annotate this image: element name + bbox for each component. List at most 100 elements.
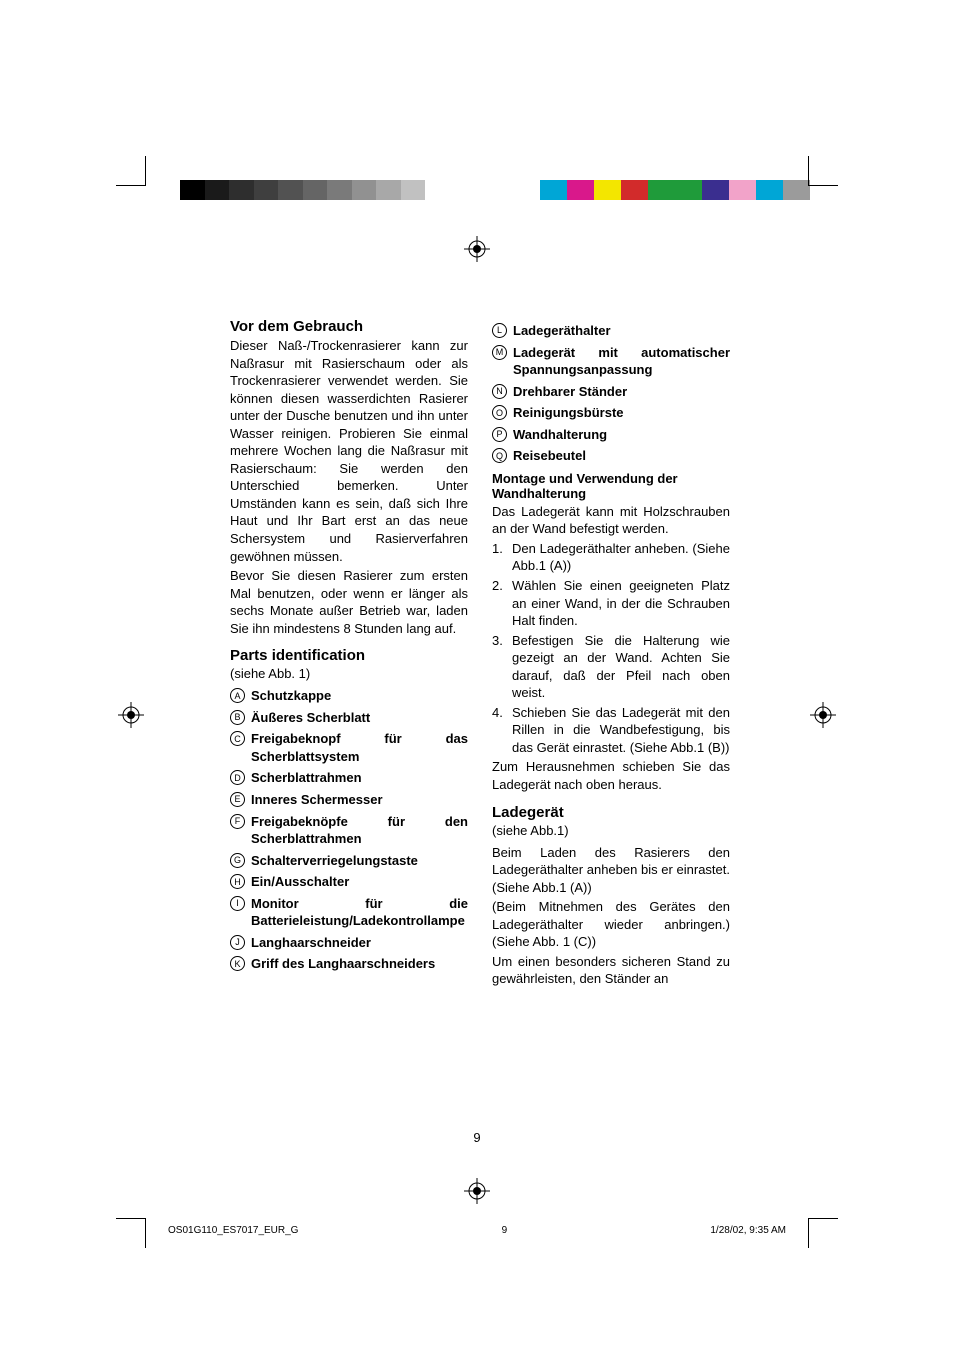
step-item: 3.Befestigen Sie die Halterung wie gezei… xyxy=(492,632,730,702)
part-letter-icon: H xyxy=(230,874,245,889)
crop-mark xyxy=(808,1218,838,1248)
color-swatch xyxy=(303,180,328,200)
parts-list: L Ladegeräthalter M Ladegerät mit automatis… xyxy=(492,322,730,465)
color-swatch xyxy=(205,180,230,200)
part-label: Reinigungsbürste xyxy=(513,404,730,422)
parts-item: L Ladegeräthalter xyxy=(492,322,730,340)
page-number: 9 xyxy=(0,1130,954,1145)
part-label: Wandhalterung xyxy=(513,426,730,444)
part-label: Scherblattrahmen xyxy=(251,769,468,787)
color-swatch xyxy=(180,180,205,200)
color-swatch xyxy=(756,180,783,200)
color-swatch xyxy=(648,180,675,200)
color-swatch xyxy=(278,180,303,200)
grayscale-colorbar xyxy=(180,180,450,200)
part-letter-icon: O xyxy=(492,405,507,420)
color-swatch xyxy=(621,180,648,200)
parts-item: Q Reisebeutel xyxy=(492,447,730,465)
part-letter-icon: P xyxy=(492,427,507,442)
step-text: Befestigen Sie die Halterung wie gezeigt… xyxy=(512,632,730,702)
parts-item: KGriff des Langhaarschneiders xyxy=(230,955,468,973)
color-swatch xyxy=(567,180,594,200)
crop-mark xyxy=(116,1218,146,1248)
color-swatch xyxy=(229,180,254,200)
color-swatch xyxy=(594,180,621,200)
part-letter-icon: Q xyxy=(492,448,507,463)
part-letter-icon: D xyxy=(230,770,245,785)
part-label: Ladegerät mit automatischer Spannungsanp… xyxy=(513,344,730,379)
left-column: Vor dem Gebrauch Dieser Naß-/Trockenrasi… xyxy=(230,318,468,990)
parts-item: NDrehbarer Ständer xyxy=(492,383,730,401)
parts-item: A Schutzkappe xyxy=(230,687,468,705)
color-swatch xyxy=(352,180,377,200)
step-number: 2. xyxy=(492,577,512,630)
registration-mark-icon xyxy=(810,702,836,728)
part-letter-icon: N xyxy=(492,384,507,399)
part-label: Äußeres Scherblatt xyxy=(251,709,468,727)
part-letter-icon: I xyxy=(230,896,245,911)
part-label: Reisebeutel xyxy=(513,447,730,465)
registration-mark-icon xyxy=(464,1178,490,1204)
part-letter-icon: M xyxy=(492,345,507,360)
parts-item: F Freigabeknöpfe für den Scherblattrahmen xyxy=(230,813,468,848)
step-item: 1.Den Ladegeräthalter anheben. (Siehe Ab… xyxy=(492,540,730,575)
paragraph: Dieser Naß-/Trockenrasierer kann zur Naß… xyxy=(230,337,468,565)
parts-item: H Ein/Ausschalter xyxy=(230,873,468,891)
color-swatch xyxy=(540,180,567,200)
parts-list: A Schutzkappe B Äußeres Scherblatt CFreigabe… xyxy=(230,687,468,973)
paragraph: Um einen besonders sicheren Stand zu gew… xyxy=(492,953,730,988)
parts-item: G Schalterverriegelungstaste xyxy=(230,852,468,870)
registration-mark-icon xyxy=(464,236,490,262)
crop-mark xyxy=(808,156,838,186)
step-text: Den Ladegeräthalter anheben. (Siehe Abb.… xyxy=(512,540,730,575)
part-letter-icon: A xyxy=(230,688,245,703)
color-swatch xyxy=(376,180,401,200)
heading-mounting: Montage und Verwendung der Wandhalterung xyxy=(492,471,730,501)
step-number: 1. xyxy=(492,540,512,575)
parts-item: D Scherblattrahmen xyxy=(230,769,468,787)
step-text: Wählen Sie einen geeigneten Platz an ein… xyxy=(512,577,730,630)
part-letter-icon: G xyxy=(230,853,245,868)
footer: OS01G110_ES7017_EUR_G 9 1/28/02, 9:35 AM xyxy=(168,1225,786,1236)
color-swatch xyxy=(425,180,450,200)
parts-item: O Reinigungsbürste xyxy=(492,404,730,422)
paragraph: Zum Herausnehmen schieben Sie das Ladege… xyxy=(492,758,730,793)
parts-item: B Äußeres Scherblatt xyxy=(230,709,468,727)
part-letter-icon: E xyxy=(230,792,245,807)
part-label: Schutzkappe xyxy=(251,687,468,705)
step-number: 3. xyxy=(492,632,512,702)
part-label: Inneres Schermesser xyxy=(251,791,468,809)
parts-item: E Inneres Schermesser xyxy=(230,791,468,809)
cmyk-colorbar xyxy=(540,180,810,200)
part-letter-icon: L xyxy=(492,323,507,338)
part-letter-icon: F xyxy=(230,814,245,829)
part-label: Griff des Langhaarschneiders xyxy=(251,955,468,973)
part-label: Freigabeknöpfe für den Scherblattrahmen xyxy=(251,813,468,848)
paragraph: Beim Laden des Rasierers den Ladegerätha… xyxy=(492,844,730,897)
part-label: Schalterverriegelungstaste xyxy=(251,852,468,870)
paragraph: Bevor Sie diesen Rasierer zum ersten Mal… xyxy=(230,567,468,637)
parts-item: IMonitor für die Batterieleistung/Ladeko… xyxy=(230,895,468,930)
part-letter-icon: J xyxy=(230,935,245,950)
step-text: Schieben Sie das Ladegerät mit den Rille… xyxy=(512,704,730,757)
parts-item: P Wandhalterung xyxy=(492,426,730,444)
color-swatch xyxy=(401,180,426,200)
parts-item: J Langhaarschneider xyxy=(230,934,468,952)
footer-timestamp: 1/28/02, 9:35 AM xyxy=(710,1225,786,1236)
parts-item: CFreigabeknopf für das Scherblattsystem xyxy=(230,730,468,765)
footer-docid: OS01G110_ES7017_EUR_G xyxy=(168,1225,298,1236)
mounting-steps: 1.Den Ladegeräthalter anheben. (Siehe Ab… xyxy=(492,540,730,757)
color-swatch xyxy=(702,180,729,200)
step-number: 4. xyxy=(492,704,512,757)
crop-mark xyxy=(116,156,146,186)
page: Vor dem Gebrauch Dieser Naß-/Trockenrasi… xyxy=(0,0,954,1348)
part-label: Ein/Ausschalter xyxy=(251,873,468,891)
part-label: Ladegeräthalter xyxy=(513,322,730,340)
color-swatch xyxy=(254,180,279,200)
registration-mark-icon xyxy=(118,702,144,728)
part-label: Langhaarschneider xyxy=(251,934,468,952)
parts-item: M Ladegerät mit automatischer Spannungsan… xyxy=(492,344,730,379)
part-label: Freigabeknopf für das Scherblattsystem xyxy=(251,730,468,765)
part-letter-icon: B xyxy=(230,710,245,725)
color-swatch xyxy=(327,180,352,200)
